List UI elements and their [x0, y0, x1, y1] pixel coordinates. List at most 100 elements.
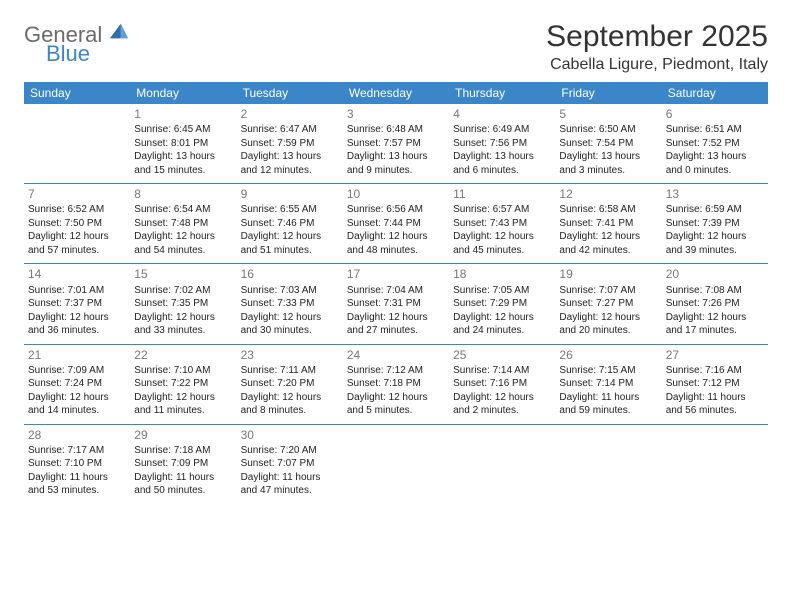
daylight-text: Daylight: 12 hours and 8 minutes.: [241, 391, 339, 418]
logo: General Blue: [24, 20, 130, 65]
sunset-text: Sunset: 7:09 PM: [134, 457, 232, 471]
sunrise-text: Sunrise: 6:47 AM: [241, 123, 339, 137]
daylight-text: Daylight: 13 hours and 9 minutes.: [347, 150, 445, 177]
day-number: 3: [347, 106, 445, 122]
day-number: 13: [666, 186, 764, 202]
daylight-text: Daylight: 11 hours and 50 minutes.: [134, 471, 232, 498]
sunrise-text: Sunrise: 6:52 AM: [28, 203, 126, 217]
sunset-text: Sunset: 7:22 PM: [134, 377, 232, 391]
sunset-text: Sunset: 7:07 PM: [241, 457, 339, 471]
day-number: 1: [134, 106, 232, 122]
calendar-cell: 7Sunrise: 6:52 AMSunset: 7:50 PMDaylight…: [24, 184, 130, 264]
logo-text: General Blue: [24, 20, 130, 65]
sunset-text: Sunset: 7:12 PM: [666, 377, 764, 391]
sunset-text: Sunset: 7:46 PM: [241, 217, 339, 231]
sunrise-text: Sunrise: 6:48 AM: [347, 123, 445, 137]
sunset-text: Sunset: 7:24 PM: [28, 377, 126, 391]
day-number: 7: [28, 186, 126, 202]
day-number: 21: [28, 347, 126, 363]
calendar-cell: 8Sunrise: 6:54 AMSunset: 7:48 PMDaylight…: [130, 184, 236, 264]
calendar-cell: 3Sunrise: 6:48 AMSunset: 7:57 PMDaylight…: [343, 104, 449, 184]
sunrise-text: Sunrise: 6:50 AM: [559, 123, 657, 137]
calendar-cell: 20Sunrise: 7:08 AMSunset: 7:26 PMDayligh…: [662, 264, 768, 344]
calendar-cell: 29Sunrise: 7:18 AMSunset: 7:09 PMDayligh…: [130, 424, 236, 504]
calendar-head: Sunday Monday Tuesday Wednesday Thursday…: [24, 82, 768, 104]
daylight-text: Daylight: 12 hours and 39 minutes.: [666, 230, 764, 257]
calendar-cell: 12Sunrise: 6:58 AMSunset: 7:41 PMDayligh…: [555, 184, 661, 264]
calendar-cell: [343, 424, 449, 504]
calendar-cell: 11Sunrise: 6:57 AMSunset: 7:43 PMDayligh…: [449, 184, 555, 264]
daylight-text: Daylight: 13 hours and 3 minutes.: [559, 150, 657, 177]
calendar-table: Sunday Monday Tuesday Wednesday Thursday…: [24, 82, 768, 504]
calendar-cell: 2Sunrise: 6:47 AMSunset: 7:59 PMDaylight…: [237, 104, 343, 184]
sunset-text: Sunset: 7:37 PM: [28, 297, 126, 311]
day-number: 6: [666, 106, 764, 122]
sunrise-text: Sunrise: 7:01 AM: [28, 284, 126, 298]
sunset-text: Sunset: 7:26 PM: [666, 297, 764, 311]
sunrise-text: Sunrise: 6:49 AM: [453, 123, 551, 137]
calendar-cell: [24, 104, 130, 184]
calendar-cell: 1Sunrise: 6:45 AMSunset: 8:01 PMDaylight…: [130, 104, 236, 184]
day-number: 18: [453, 266, 551, 282]
daylight-text: Daylight: 12 hours and 51 minutes.: [241, 230, 339, 257]
title-block: September 2025 Cabella Ligure, Piedmont,…: [546, 20, 768, 74]
calendar-cell: [662, 424, 768, 504]
weekday-header: Saturday: [662, 82, 768, 104]
sunset-text: Sunset: 7:18 PM: [347, 377, 445, 391]
sunset-text: Sunset: 7:33 PM: [241, 297, 339, 311]
sunrise-text: Sunrise: 7:20 AM: [241, 444, 339, 458]
sunset-text: Sunset: 7:14 PM: [559, 377, 657, 391]
daylight-text: Daylight: 13 hours and 12 minutes.: [241, 150, 339, 177]
sunrise-text: Sunrise: 7:14 AM: [453, 364, 551, 378]
day-number: 19: [559, 266, 657, 282]
calendar-cell: 24Sunrise: 7:12 AMSunset: 7:18 PMDayligh…: [343, 344, 449, 424]
sunset-text: Sunset: 7:20 PM: [241, 377, 339, 391]
day-number: 5: [559, 106, 657, 122]
sunrise-text: Sunrise: 7:18 AM: [134, 444, 232, 458]
sunset-text: Sunset: 7:27 PM: [559, 297, 657, 311]
sunrise-text: Sunrise: 7:15 AM: [559, 364, 657, 378]
day-number: 16: [241, 266, 339, 282]
daylight-text: Daylight: 13 hours and 0 minutes.: [666, 150, 764, 177]
day-number: 25: [453, 347, 551, 363]
calendar-cell: 30Sunrise: 7:20 AMSunset: 7:07 PMDayligh…: [237, 424, 343, 504]
sunset-text: Sunset: 7:41 PM: [559, 217, 657, 231]
sunrise-text: Sunrise: 6:45 AM: [134, 123, 232, 137]
calendar-cell: 28Sunrise: 7:17 AMSunset: 7:10 PMDayligh…: [24, 424, 130, 504]
calendar-cell: 14Sunrise: 7:01 AMSunset: 7:37 PMDayligh…: [24, 264, 130, 344]
sunrise-text: Sunrise: 7:02 AM: [134, 284, 232, 298]
day-number: 12: [559, 186, 657, 202]
calendar-page: General Blue September 2025 Cabella Ligu…: [0, 0, 792, 524]
calendar-cell: 15Sunrise: 7:02 AMSunset: 7:35 PMDayligh…: [130, 264, 236, 344]
logo-triangle-icon: [108, 20, 130, 42]
calendar-cell: 23Sunrise: 7:11 AMSunset: 7:20 PMDayligh…: [237, 344, 343, 424]
calendar-cell: 17Sunrise: 7:04 AMSunset: 7:31 PMDayligh…: [343, 264, 449, 344]
daylight-text: Daylight: 13 hours and 15 minutes.: [134, 150, 232, 177]
daylight-text: Daylight: 11 hours and 59 minutes.: [559, 391, 657, 418]
day-number: 4: [453, 106, 551, 122]
daylight-text: Daylight: 11 hours and 56 minutes.: [666, 391, 764, 418]
weekday-row: Sunday Monday Tuesday Wednesday Thursday…: [24, 82, 768, 104]
day-number: 8: [134, 186, 232, 202]
sunrise-text: Sunrise: 7:05 AM: [453, 284, 551, 298]
calendar-cell: 16Sunrise: 7:03 AMSunset: 7:33 PMDayligh…: [237, 264, 343, 344]
calendar-cell: 5Sunrise: 6:50 AMSunset: 7:54 PMDaylight…: [555, 104, 661, 184]
calendar-week-row: 28Sunrise: 7:17 AMSunset: 7:10 PMDayligh…: [24, 424, 768, 504]
sunrise-text: Sunrise: 7:16 AM: [666, 364, 764, 378]
day-number: 2: [241, 106, 339, 122]
calendar-cell: 22Sunrise: 7:10 AMSunset: 7:22 PMDayligh…: [130, 344, 236, 424]
weekday-header: Wednesday: [343, 82, 449, 104]
day-number: 27: [666, 347, 764, 363]
weekday-header: Tuesday: [237, 82, 343, 104]
daylight-text: Daylight: 12 hours and 48 minutes.: [347, 230, 445, 257]
sunset-text: Sunset: 7:10 PM: [28, 457, 126, 471]
weekday-header: Monday: [130, 82, 236, 104]
weekday-header: Friday: [555, 82, 661, 104]
sunrise-text: Sunrise: 6:57 AM: [453, 203, 551, 217]
sunset-text: Sunset: 7:29 PM: [453, 297, 551, 311]
daylight-text: Daylight: 11 hours and 47 minutes.: [241, 471, 339, 498]
day-number: 24: [347, 347, 445, 363]
sunrise-text: Sunrise: 6:56 AM: [347, 203, 445, 217]
calendar-week-row: 21Sunrise: 7:09 AMSunset: 7:24 PMDayligh…: [24, 344, 768, 424]
sunset-text: Sunset: 7:48 PM: [134, 217, 232, 231]
